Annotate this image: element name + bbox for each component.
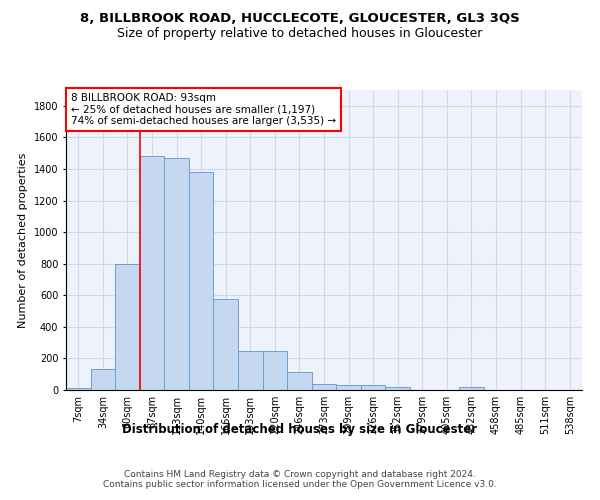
Text: 8, BILLBROOK ROAD, HUCCLECOTE, GLOUCESTER, GL3 3QS: 8, BILLBROOK ROAD, HUCCLECOTE, GLOUCESTE…: [80, 12, 520, 26]
Bar: [140, 156, 164, 390]
Bar: [189, 172, 214, 390]
Bar: [361, 386, 385, 390]
Y-axis label: Number of detached properties: Number of detached properties: [18, 152, 28, 328]
Bar: [66, 388, 91, 390]
Text: Contains public sector information licensed under the Open Government Licence v3: Contains public sector information licen…: [103, 480, 497, 489]
Text: Size of property relative to detached houses in Gloucester: Size of property relative to detached ho…: [118, 28, 482, 40]
Bar: [115, 264, 140, 390]
Bar: [164, 158, 189, 390]
Bar: [459, 387, 484, 390]
Text: Distribution of detached houses by size in Gloucester: Distribution of detached houses by size …: [122, 422, 478, 436]
Text: Contains HM Land Registry data © Crown copyright and database right 2024.: Contains HM Land Registry data © Crown c…: [124, 470, 476, 479]
Bar: [263, 350, 287, 390]
Bar: [287, 372, 312, 390]
Bar: [385, 387, 410, 390]
Bar: [238, 350, 263, 390]
Text: 8 BILLBROOK ROAD: 93sqm
← 25% of detached houses are smaller (1,197)
74% of semi: 8 BILLBROOK ROAD: 93sqm ← 25% of detache…: [71, 93, 336, 126]
Bar: [312, 384, 336, 390]
Bar: [91, 370, 115, 390]
Bar: [336, 386, 361, 390]
Bar: [214, 299, 238, 390]
